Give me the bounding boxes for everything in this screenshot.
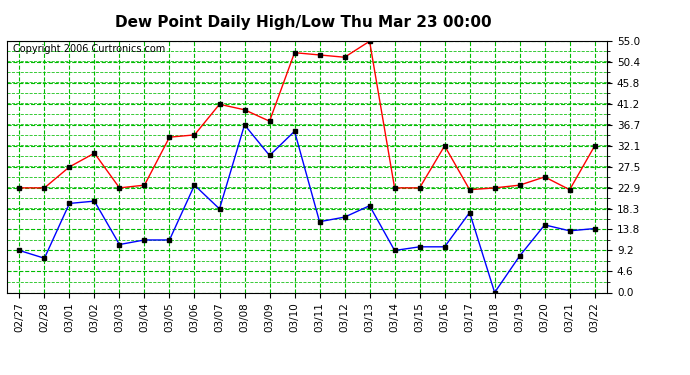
- Text: Copyright 2006 Curtronics.com: Copyright 2006 Curtronics.com: [13, 44, 165, 54]
- Text: Dew Point Daily High/Low Thu Mar 23 00:00: Dew Point Daily High/Low Thu Mar 23 00:0…: [115, 15, 492, 30]
